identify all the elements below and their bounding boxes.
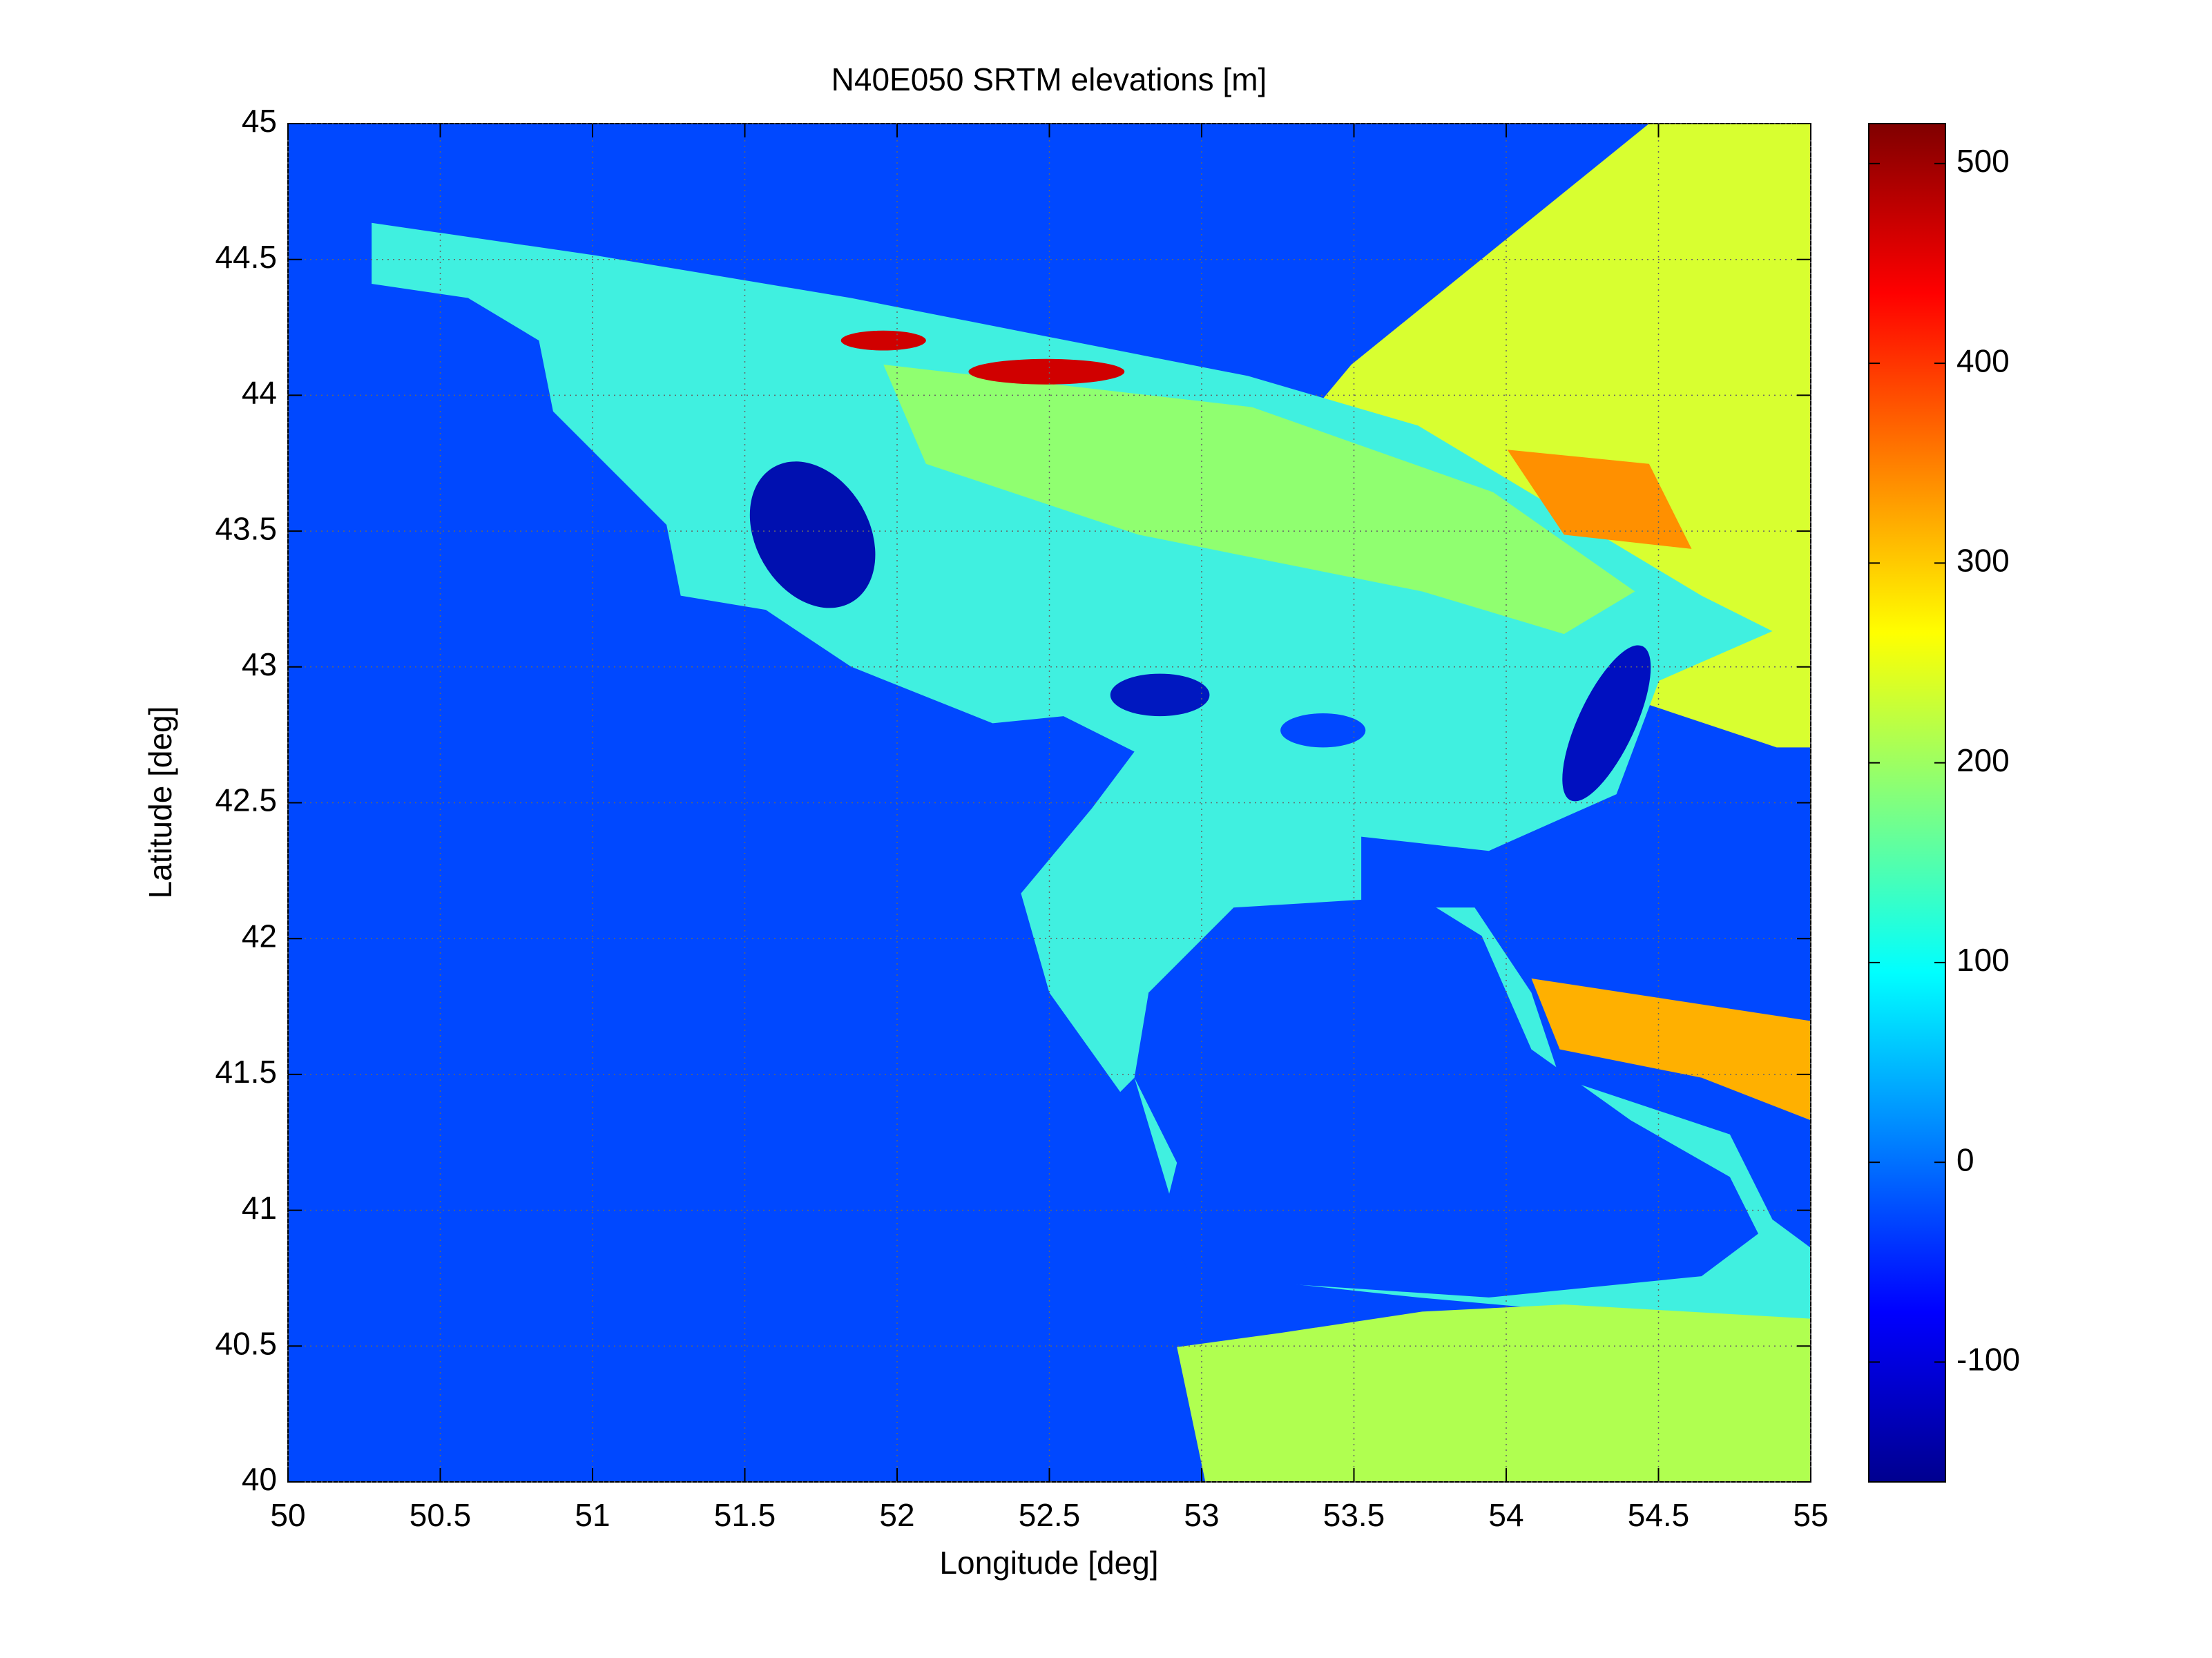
x-tick-label: 52.5 bbox=[1019, 1497, 1081, 1533]
colorbar-tick-label: 200 bbox=[1956, 742, 2010, 778]
depression bbox=[1280, 713, 1366, 748]
y-tick-label: 45 bbox=[242, 103, 277, 139]
land bbox=[883, 365, 1635, 635]
highland bbox=[968, 358, 1125, 385]
y-tick-label: 40.5 bbox=[215, 1325, 277, 1361]
colorbar-tick-label: 400 bbox=[1956, 343, 2010, 378]
x-tick-label: 54 bbox=[1488, 1497, 1523, 1533]
y-tick-label: 43 bbox=[242, 646, 277, 682]
x-tick-label: 51 bbox=[575, 1497, 610, 1533]
highland bbox=[840, 330, 926, 351]
x-tick-label: 54.5 bbox=[1628, 1497, 1690, 1533]
colorbar-tick-label: 500 bbox=[1956, 143, 2010, 179]
colorbar bbox=[1868, 123, 1946, 1483]
x-tick-label: 53.5 bbox=[1323, 1497, 1385, 1533]
elevation-map bbox=[288, 124, 1811, 1482]
x-tick-label: 53 bbox=[1184, 1497, 1219, 1533]
y-tick-label: 44 bbox=[242, 375, 277, 411]
depression bbox=[1110, 673, 1210, 717]
y-tick-label: 41.5 bbox=[215, 1054, 277, 1090]
y-tick-label: 42.5 bbox=[215, 782, 277, 818]
gulf bbox=[1134, 896, 1758, 1298]
land bbox=[1177, 1304, 1811, 1482]
y-tick-label: 40 bbox=[242, 1461, 277, 1497]
y-tick-label: 44.5 bbox=[215, 239, 277, 275]
depression bbox=[1562, 645, 1651, 802]
colorbar-tick-label: -100 bbox=[1956, 1342, 2020, 1378]
x-axis-label: Longitude [deg] bbox=[939, 1545, 1158, 1581]
x-tick-label: 50 bbox=[270, 1497, 305, 1533]
x-tick-label: 50.5 bbox=[410, 1497, 472, 1533]
colorbar-tick-label: 300 bbox=[1956, 543, 2010, 579]
y-tick-label: 43.5 bbox=[215, 510, 277, 546]
y-tick-label: 42 bbox=[242, 918, 277, 954]
land bbox=[1507, 450, 1692, 549]
y-axis-label: Latitude [deg] bbox=[142, 706, 178, 899]
chart-title: N40E050 SRTM elevations [m] bbox=[831, 61, 1267, 97]
x-tick-label: 51.5 bbox=[714, 1497, 776, 1533]
x-tick-label: 55 bbox=[1793, 1497, 1828, 1533]
x-tick-label: 52 bbox=[879, 1497, 914, 1533]
depression bbox=[749, 461, 876, 608]
y-tick-label: 41 bbox=[242, 1190, 277, 1226]
colorbar-tick-label: 100 bbox=[1956, 942, 2010, 978]
land bbox=[1531, 978, 1811, 1121]
colorbar-tick-label: 0 bbox=[1956, 1141, 1974, 1177]
